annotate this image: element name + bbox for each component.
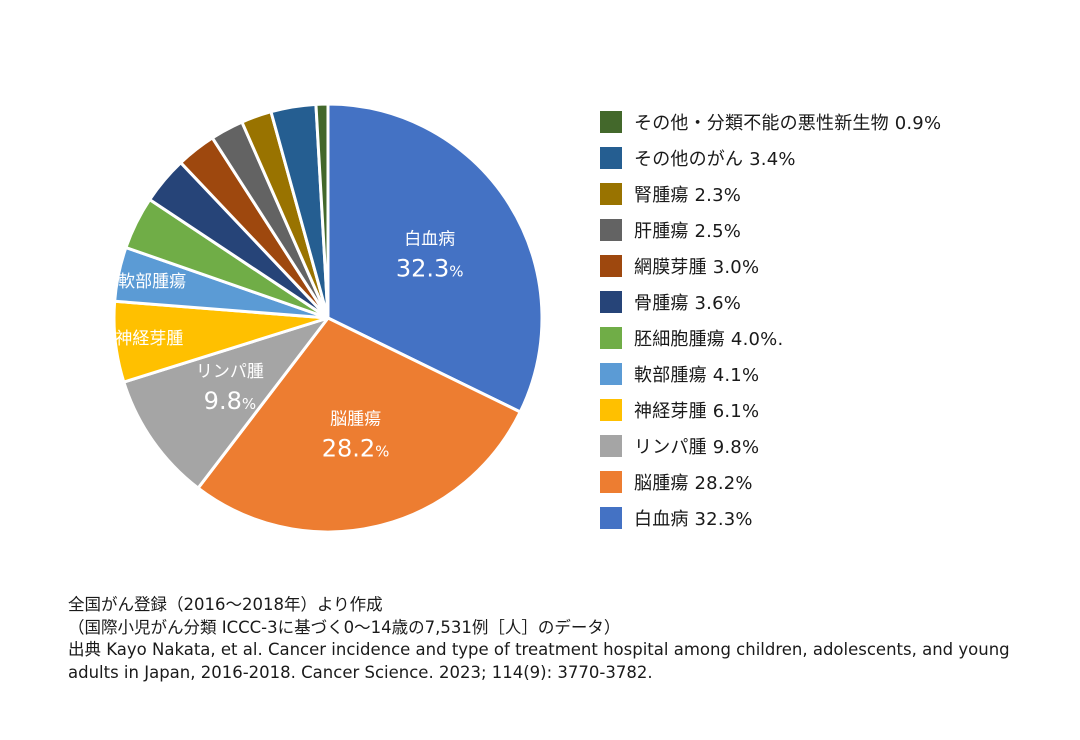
legend-swatch-2 <box>600 147 622 169</box>
legend-item-4: 肝腫瘍 2.5% <box>600 212 941 248</box>
legend-label-4: 肝腫瘍 2.5% <box>634 221 742 242</box>
legend-swatch-7 <box>600 327 622 349</box>
slice-label-3: リンパ腫 <box>196 362 264 382</box>
slice-label-2: 脳腫瘍 <box>330 410 381 430</box>
legend-swatch-1 <box>600 111 622 133</box>
legend-swatch-6 <box>600 291 622 313</box>
slice-value-1: 32.3% <box>396 255 464 283</box>
source-line-3: 出典 Kayo Nakata, et al. Cancer incidence … <box>68 640 1010 659</box>
legend-swatch-3 <box>600 183 622 205</box>
pie-slice-2 <box>196 316 522 534</box>
legend-label-2: その他のがん 3.4% <box>634 149 796 170</box>
legend-label-6: 骨腫瘍 3.6% <box>634 293 742 314</box>
slice-label-5: 軟部腫瘍 <box>118 272 186 292</box>
legend-label-11: 脳腫瘍 28.2% <box>634 473 753 494</box>
slice-value-3: 9.8% <box>204 387 256 415</box>
pie-slice-3 <box>122 316 330 490</box>
legend-swatch-4 <box>600 219 622 241</box>
pie-chart: 白血病 32.3% 脳腫瘍 28.2% リンパ腫 9.8% 神経芽腫 軟部腫瘍 <box>112 102 544 534</box>
legend-label-3: 腎腫瘍 2.3% <box>634 185 742 206</box>
legend-label-9: 神経芽腫 6.1% <box>634 401 760 422</box>
source-line-2: （国際小児がん分類 ICCC-3に基づく0〜14歳の7,531例［人］のデータ） <box>68 617 621 637</box>
legend-swatch-12 <box>600 507 622 529</box>
legend-item-1: その他・分類不能の悪性新生物 0.9% <box>600 104 941 140</box>
legend-swatch-9 <box>600 399 622 421</box>
legend-item-6: 骨腫瘍 3.6% <box>600 284 941 320</box>
source-note: 全国がん登録（2016〜2018年）より作成 （国際小児がん分類 ICCC-3に… <box>68 594 1028 684</box>
legend-swatch-5 <box>600 255 622 277</box>
legend-item-7: 胚細胞腫瘍 4.0%. <box>600 320 941 356</box>
slice-label-4: 神経芽腫 <box>115 329 183 349</box>
legend-item-2: その他のがん 3.4% <box>600 140 941 176</box>
legend-label-5: 網膜芽腫 3.0% <box>634 257 760 278</box>
legend-swatch-10 <box>600 435 622 457</box>
legend-item-9: 神経芽腫 6.1% <box>600 392 941 428</box>
source-line-1: 全国がん登録（2016〜2018年）より作成 <box>68 595 383 614</box>
legend-item-12: 白血病 32.3% <box>600 500 941 536</box>
pie-slice-12 <box>314 102 330 320</box>
legend-item-8: 軟部腫瘍 4.1% <box>600 356 941 392</box>
legend-label-10: リンパ腫 9.8% <box>634 437 760 458</box>
chart-legend: その他・分類不能の悪性新生物 0.9% その他のがん 3.4% 腎腫瘍 2.3% 肝腫… <box>600 104 941 536</box>
legend-item-11: 脳腫瘍 28.2% <box>600 464 941 500</box>
legend-label-1: その他・分類不能の悪性新生物 0.9% <box>634 113 942 134</box>
legend-item-10: リンパ腫 9.8% <box>600 428 941 464</box>
legend-label-7: 胚細胞腫瘍 4.0%. <box>634 329 784 350</box>
source-line-4: adults in Japan, 2016-2018. Cancer Scien… <box>68 662 653 682</box>
slice-label-1: 白血病 <box>404 230 455 250</box>
legend-item-5: 網膜芽腫 3.0% <box>600 248 941 284</box>
pie-slice-1 <box>326 102 544 414</box>
legend-swatch-11 <box>600 471 622 493</box>
legend-label-12: 白血病 32.3% <box>634 509 753 530</box>
slice-value-2: 28.2% <box>322 435 390 463</box>
legend-swatch-8 <box>600 363 622 385</box>
legend-label-8: 軟部腫瘍 4.1% <box>634 365 760 386</box>
legend-item-3: 腎腫瘍 2.3% <box>600 176 941 212</box>
